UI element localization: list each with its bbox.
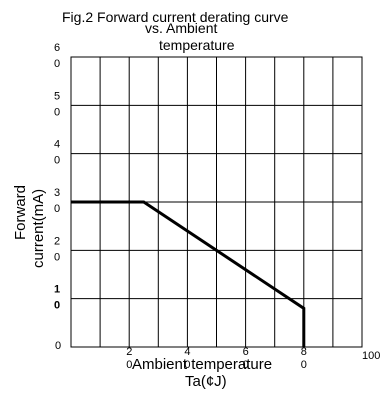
x-tick-label: 0 bbox=[243, 359, 249, 371]
chart-title-line-1: Fig.2 Forward current derating curve bbox=[62, 9, 289, 25]
x-axis-label-line-2: Ta(¢J) bbox=[185, 373, 227, 390]
y-tick-label: 0 bbox=[54, 251, 60, 263]
y-tick-label: 0 bbox=[54, 300, 60, 312]
y-tick-label: 3 bbox=[54, 187, 60, 199]
chart-title-line-2: vs. Ambient bbox=[145, 20, 218, 36]
y-tick-label: 2 bbox=[54, 235, 60, 247]
y-tick-label: 0 bbox=[55, 340, 61, 352]
x-axis-label-line-1: Ambient temperature bbox=[132, 356, 273, 373]
derating-curve-line bbox=[71, 200, 306, 347]
chart-title-line-3: temperature bbox=[159, 37, 235, 53]
y-tick-label: 0 bbox=[54, 155, 60, 167]
y-tick-label: 1 bbox=[54, 284, 60, 296]
x-tick-label: 4 bbox=[184, 346, 190, 358]
y-tick-label: 5 bbox=[54, 90, 60, 102]
y-tick-label: 0 bbox=[54, 106, 60, 118]
x-tick-label: 8 bbox=[301, 346, 307, 358]
x-tick-label: 0 bbox=[184, 359, 190, 371]
y-tick-label: 4 bbox=[54, 139, 60, 151]
x-tick-label: 6 bbox=[243, 346, 249, 358]
x-tick-label: 100 bbox=[362, 350, 380, 362]
y-axis-label-line-1: Forward bbox=[12, 184, 29, 240]
y-tick-label: 0 bbox=[54, 203, 60, 215]
x-tick-label: 0 bbox=[126, 359, 132, 371]
y-tick-label: 0 bbox=[54, 58, 60, 70]
x-tick-label: 0 bbox=[301, 359, 307, 371]
y-axis-label-line-2: current(mA) bbox=[30, 188, 47, 268]
y-tick-label: 6 bbox=[54, 42, 60, 54]
x-tick-label: 2 bbox=[126, 346, 132, 358]
